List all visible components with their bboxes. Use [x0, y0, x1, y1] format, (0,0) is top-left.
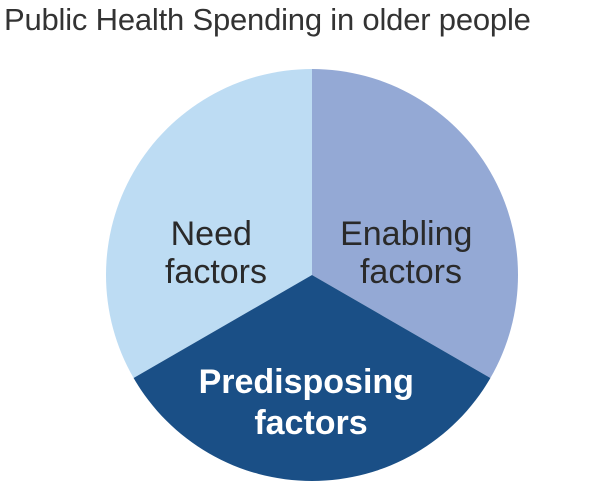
label-predisposing: Predisposing factors: [199, 363, 424, 442]
label-predisposing-line1: Predisposing: [199, 363, 414, 401]
label-need-line1: Need: [171, 215, 252, 253]
label-predisposing-line2: factors: [254, 404, 367, 442]
label-enabling-line1: Enabling: [340, 215, 472, 253]
label-enabling-line2: factors: [360, 253, 462, 291]
label-enabling: Enabling factors: [340, 215, 482, 291]
label-need-line2: factors: [165, 253, 267, 291]
segment-predisposing: [133, 275, 491, 481]
segment-enabling: [312, 69, 518, 378]
diagram-title: Public Health Spending in older people: [4, 2, 531, 37]
segment-need: [106, 69, 312, 378]
label-need: Need factors: [165, 215, 267, 291]
